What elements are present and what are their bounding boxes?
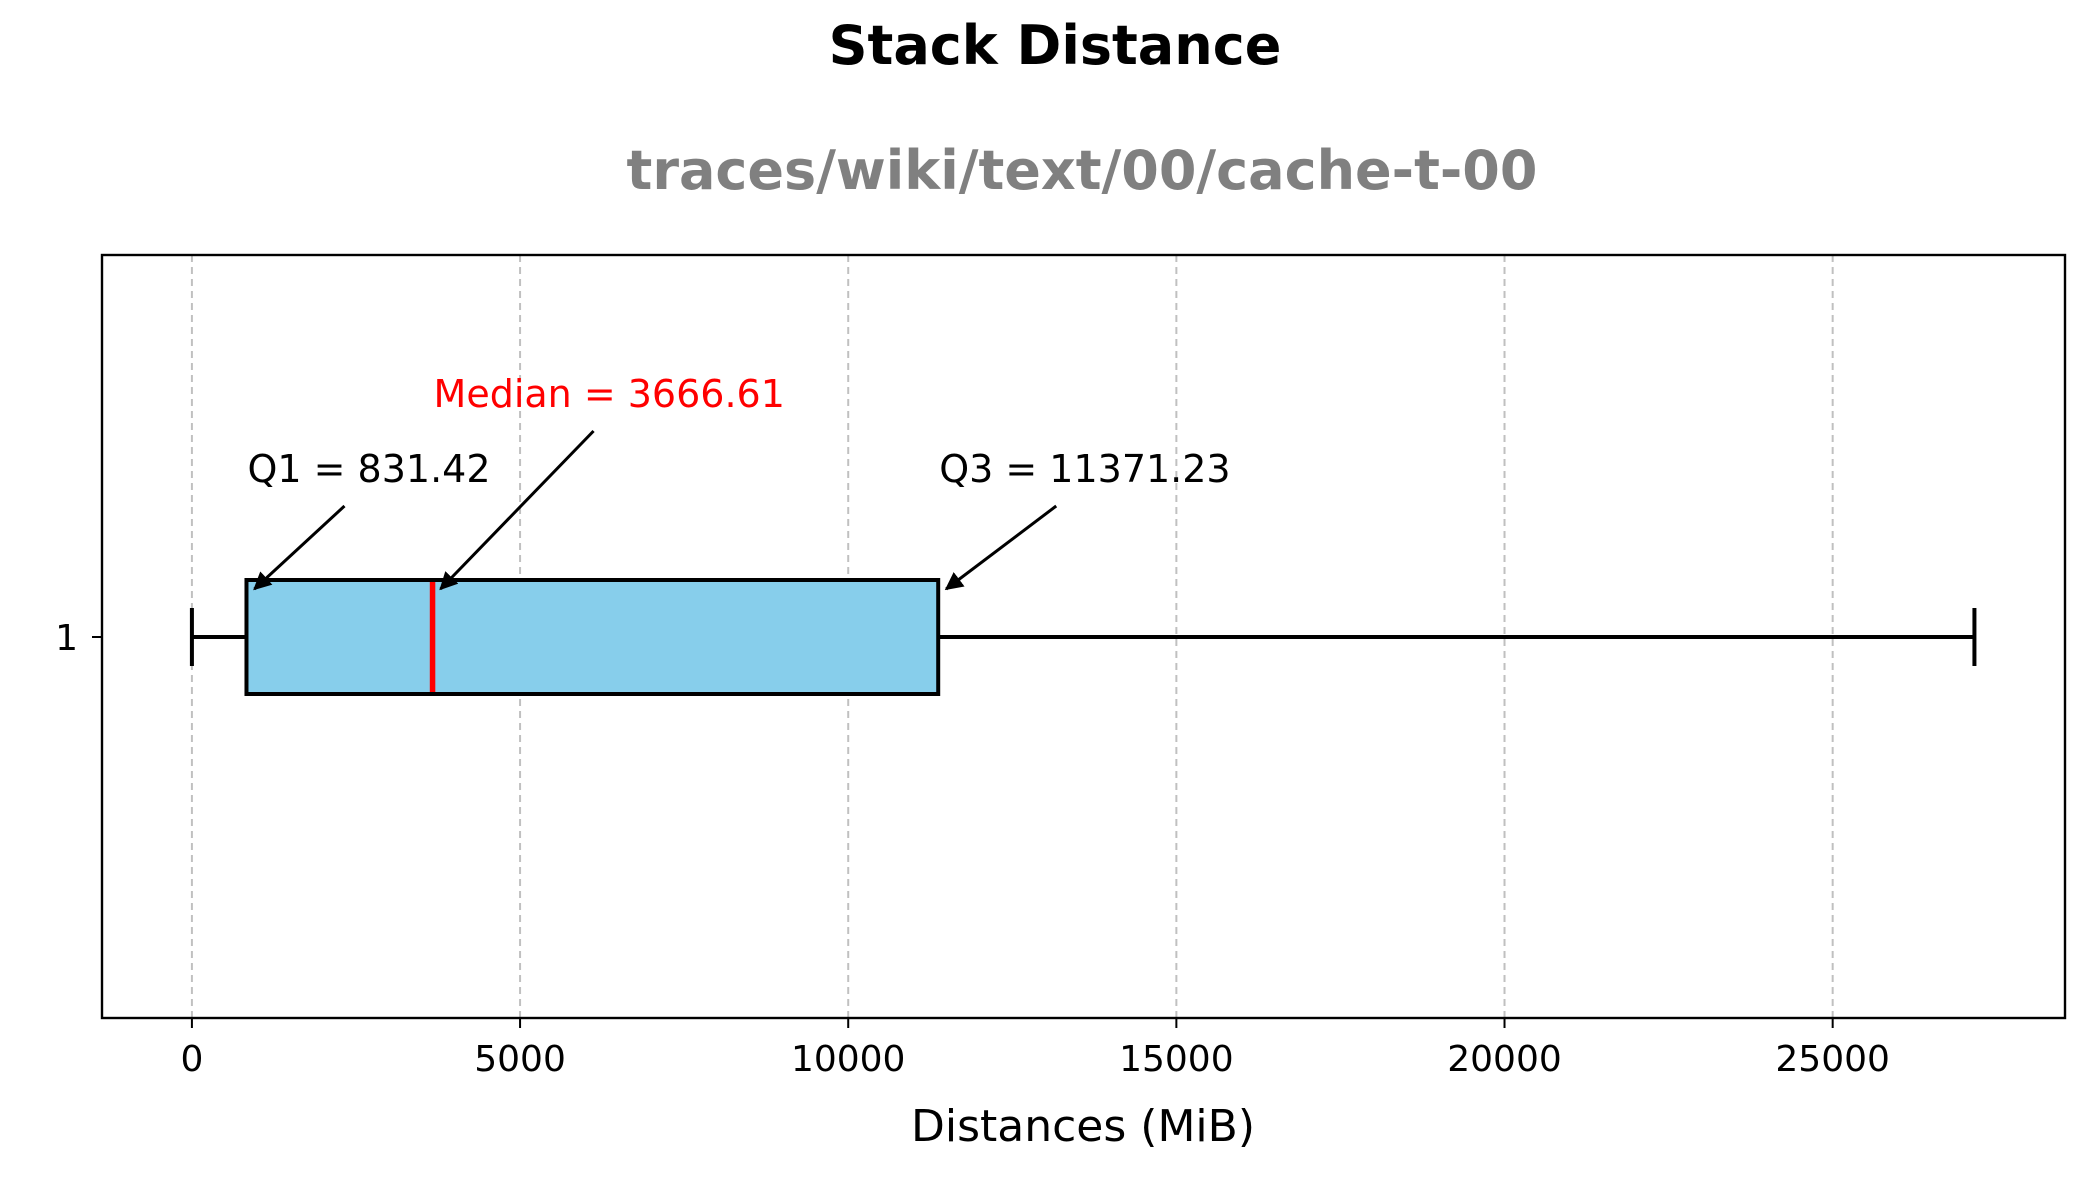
chart-subtitle: traces/wiki/text/00/cache-t-00 <box>627 139 1538 202</box>
x-tick-label: 15000 <box>1119 1039 1234 1080</box>
box-plot-marks <box>189 578 1977 696</box>
x-axis-label: Distances (MiB) <box>911 1101 1255 1152</box>
x-axis-ticks: 0 5000 10000 15000 20000 25000 <box>180 1018 1890 1080</box>
chart-title: Stack Distance <box>829 14 1282 77</box>
x-tick-label: 5000 <box>474 1039 566 1080</box>
x-tick-label: 20000 <box>1447 1039 1562 1080</box>
q1-annotation-arrow <box>253 504 346 591</box>
q1-annotation-label: Q1 = 831.42 <box>247 447 490 491</box>
y-tick-label: 1 <box>55 618 78 659</box>
q3-annotation-arrow <box>944 504 1058 591</box>
q3-annotation-label: Q3 = 11371.23 <box>939 447 1230 491</box>
x-tick-label: 10000 <box>791 1039 906 1080</box>
y-axis-ticks: 1 <box>55 618 102 659</box>
median-annotation-arrow <box>439 429 595 591</box>
annotations: Q1 = 831.42 Median = 3666.61 Q3 = 11371.23 <box>247 372 1231 591</box>
x-tick-label: 0 <box>180 1039 203 1080</box>
x-tick-label: 25000 <box>1775 1039 1890 1080</box>
median-annotation-label: Median = 3666.61 <box>434 372 785 416</box>
iqr-box <box>244 578 941 696</box>
